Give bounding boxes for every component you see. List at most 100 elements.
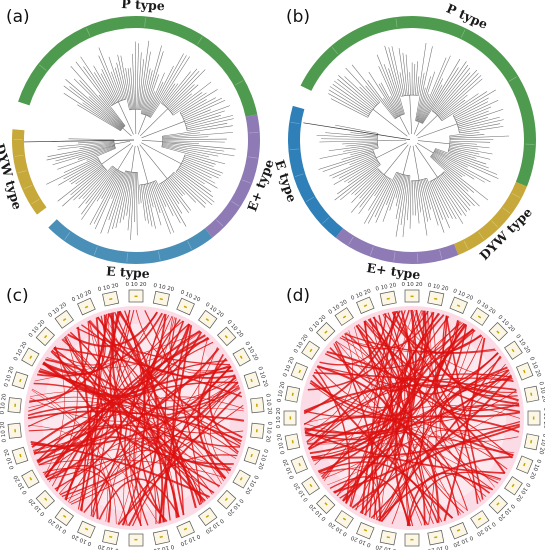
tree-leaf-branch bbox=[77, 146, 116, 160]
tree-leaf-branch bbox=[456, 106, 492, 122]
tree-leaf-branch bbox=[47, 143, 115, 157]
chromosome-box bbox=[217, 489, 237, 510]
tree-leaf-branch bbox=[180, 164, 216, 184]
chromosome-mark: ▬ bbox=[289, 439, 295, 444]
collinearity-link bbox=[327, 310, 432, 486]
type-arc-tick bbox=[512, 193, 521, 198]
type-arc-dyw bbox=[11, 129, 47, 215]
tree-leaf-branch bbox=[161, 145, 210, 158]
tree-leaf-branch bbox=[94, 171, 122, 230]
tree-leaf-branch bbox=[434, 72, 471, 114]
tree-leaf-branch bbox=[178, 167, 205, 185]
chromosome-box bbox=[301, 340, 320, 360]
tree-leaf-branch bbox=[136, 43, 139, 110]
chromosome-mark: ▬ bbox=[495, 501, 501, 507]
type-arc-tick bbox=[14, 154, 24, 157]
tree-leaf-branch bbox=[330, 98, 368, 118]
tree-clade-stem bbox=[117, 144, 134, 171]
collinearity-link bbox=[151, 315, 237, 402]
tree-leaf-branch bbox=[435, 69, 478, 115]
tree-leaf-branch bbox=[436, 177, 462, 216]
tree-leaf-branch bbox=[338, 158, 377, 179]
tree-leaf-branch bbox=[161, 146, 226, 165]
tree-clade-stem bbox=[376, 142, 407, 159]
tree-clade-stem bbox=[402, 145, 411, 175]
tree-leaf-branch bbox=[328, 89, 370, 115]
chromosome-mark: ▬ bbox=[307, 483, 313, 489]
chromosome-mark: ▬ bbox=[134, 294, 138, 299]
collinearity-link bbox=[445, 315, 484, 500]
collinearity-link bbox=[442, 315, 518, 398]
tree-leaf-branch bbox=[180, 99, 207, 115]
tree-leaf-branch bbox=[46, 158, 99, 185]
chromosome-tick-labels: 0 10 20 bbox=[375, 543, 397, 550]
tree-leaf-branch bbox=[416, 180, 422, 213]
tree-leaf-branch bbox=[169, 84, 199, 111]
chromosome-mark: ▬ bbox=[223, 497, 229, 503]
chromosome-box bbox=[243, 371, 261, 390]
collinearity-link bbox=[30, 391, 222, 484]
tree-leaf-branch bbox=[162, 83, 179, 105]
tree-leaf-branch bbox=[332, 83, 372, 112]
chromosome-box bbox=[334, 510, 354, 529]
tree-leaf-branch bbox=[332, 157, 376, 179]
tree-leaf-branch bbox=[437, 176, 467, 217]
type-arc-tick bbox=[294, 173, 304, 177]
tree-leaf-branch bbox=[172, 173, 207, 205]
collinearity-link bbox=[38, 347, 104, 466]
chromosome-mark: ▬ bbox=[477, 313, 483, 319]
tree-leaf-branch bbox=[423, 178, 439, 226]
tree-leaf-branch bbox=[101, 170, 119, 199]
tree-leaf-branch bbox=[344, 76, 377, 107]
collinearity-link bbox=[427, 430, 514, 515]
collinearity-link bbox=[369, 316, 450, 518]
tree-leaf-branch bbox=[57, 165, 104, 202]
tree-leaf-branch bbox=[335, 124, 378, 134]
tree-leaf-branch bbox=[329, 155, 376, 177]
tree-leaf-branch bbox=[159, 183, 181, 224]
collinearity-link bbox=[333, 343, 519, 443]
chromosome-box bbox=[77, 297, 96, 316]
tree-leaf-branch bbox=[81, 168, 116, 215]
tree-clade-stem bbox=[141, 142, 182, 165]
chromosome-mark: ▬ bbox=[410, 294, 414, 299]
tree-clade-stem bbox=[131, 145, 136, 173]
tree-leaf-branch bbox=[177, 168, 212, 192]
chromosome-box bbox=[470, 307, 490, 326]
tree-leaf-branch bbox=[70, 166, 104, 196]
chromosome-box bbox=[290, 362, 308, 381]
chromosome-box bbox=[379, 290, 397, 307]
collinearity-link bbox=[303, 384, 519, 413]
tree-leaf-branch bbox=[419, 180, 429, 222]
chromosome-box bbox=[356, 522, 375, 540]
tree-leaf-branch bbox=[435, 178, 464, 224]
chromosome-mark: ▬ bbox=[433, 296, 438, 302]
chromosome-mark: ▬ bbox=[108, 296, 113, 302]
collinearity-link bbox=[443, 337, 486, 522]
tree-leaf-branch bbox=[337, 163, 380, 195]
tree-leaf-branch bbox=[78, 166, 114, 208]
tree-clade-stem bbox=[417, 123, 458, 139]
tree-leaf-branch bbox=[442, 172, 475, 207]
tree-leaf-branch bbox=[409, 72, 411, 96]
collinearity-link bbox=[92, 450, 209, 518]
chromosome-mark: ▬ bbox=[522, 462, 528, 468]
tree-leaf-branch bbox=[162, 144, 219, 157]
tree-leaf-branch bbox=[358, 175, 387, 215]
tree-leaf-branch bbox=[86, 148, 116, 161]
tree-leaf-branch bbox=[439, 175, 468, 212]
collinearity-link bbox=[107, 312, 197, 509]
panel-b-letter: (b) bbox=[286, 7, 310, 27]
type-arc-tick bbox=[331, 47, 339, 55]
tree-leaf-branch bbox=[46, 144, 115, 161]
tree-leaf-branch bbox=[395, 174, 403, 199]
tree-leaf-branch bbox=[388, 47, 402, 97]
chromosome-box bbox=[21, 347, 40, 367]
tree-clade-stem bbox=[118, 101, 134, 135]
tree-leaf-branch bbox=[359, 172, 383, 199]
tree-leaf-branch bbox=[172, 92, 207, 116]
tree-leaf-branch bbox=[384, 45, 405, 114]
tree-leaf-branch bbox=[101, 68, 118, 103]
collinearity-link bbox=[33, 424, 226, 480]
chromosome-mark: ▬ bbox=[288, 416, 293, 420]
